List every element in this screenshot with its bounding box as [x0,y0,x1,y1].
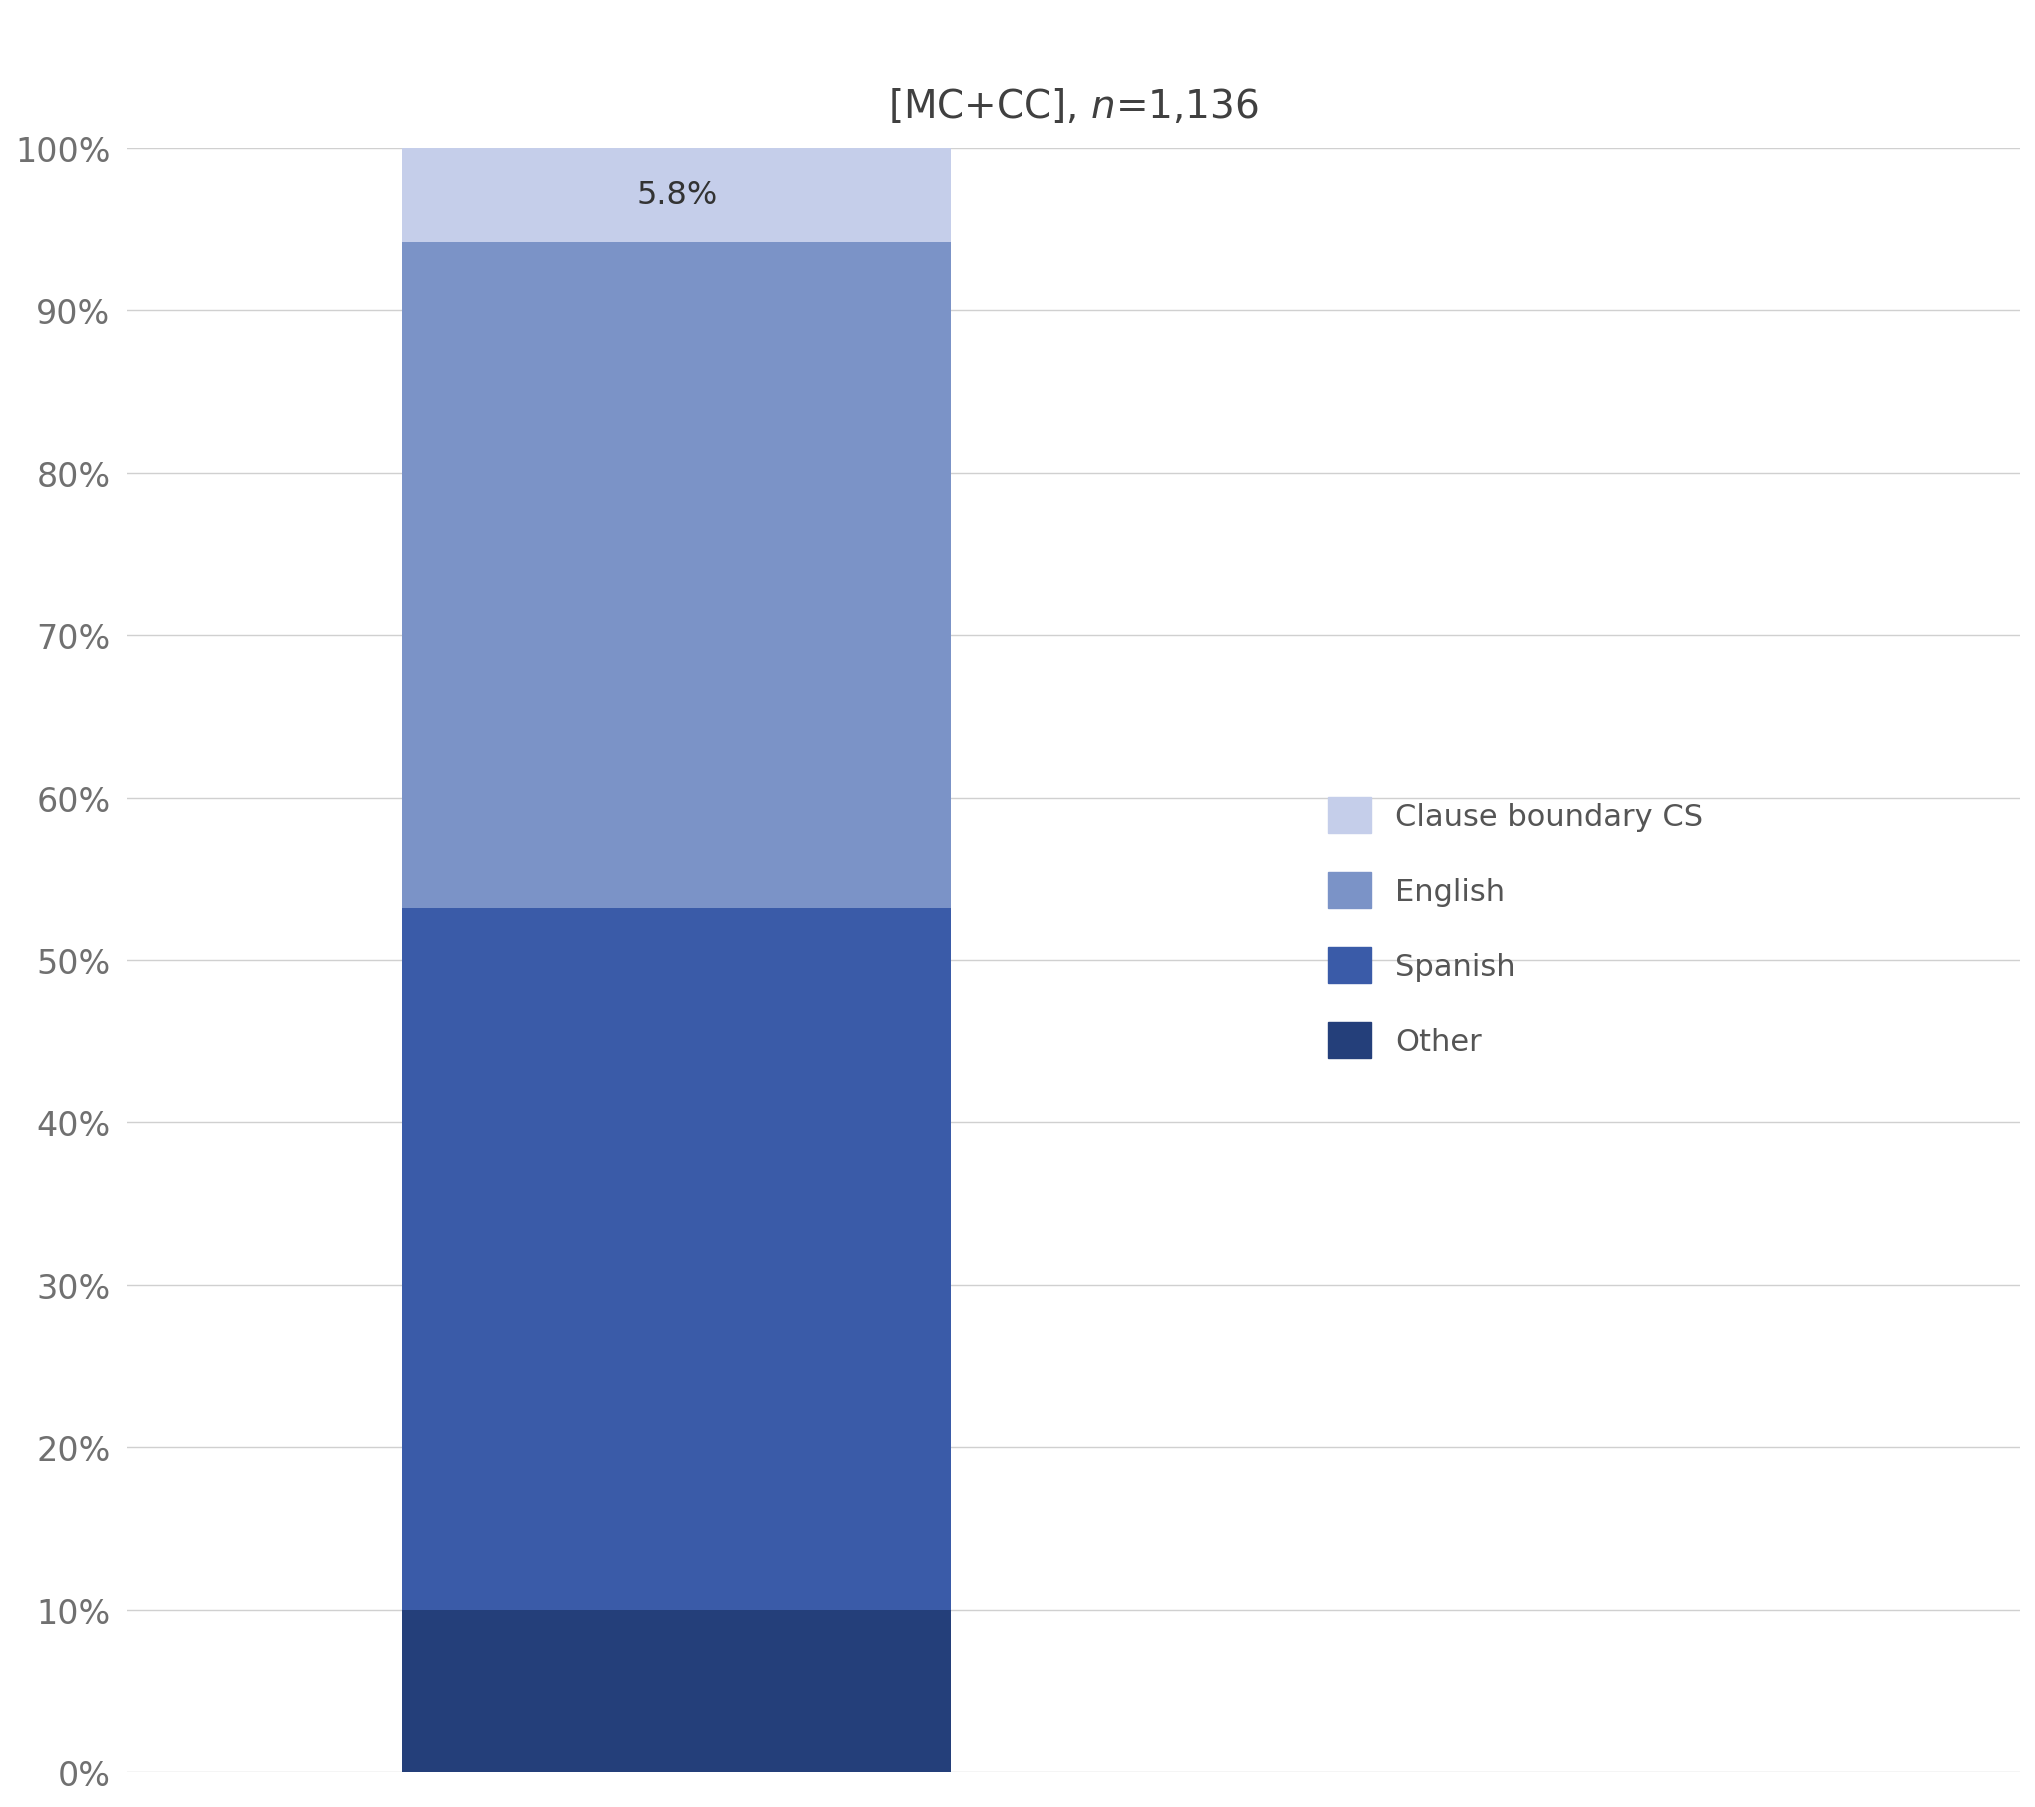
Legend: Clause boundary CS, English, Spanish, Other: Clause boundary CS, English, Spanish, Ot… [1317,786,1716,1070]
Bar [403,909,952,1610]
Title: [MC+CC], $\it{n}$=1,136: [MC+CC], $\it{n}$=1,136 [887,87,1260,126]
Bar [403,242,952,909]
Text: 5.8%: 5.8% [637,181,716,211]
Bar [403,1610,952,1773]
Bar [403,148,952,242]
